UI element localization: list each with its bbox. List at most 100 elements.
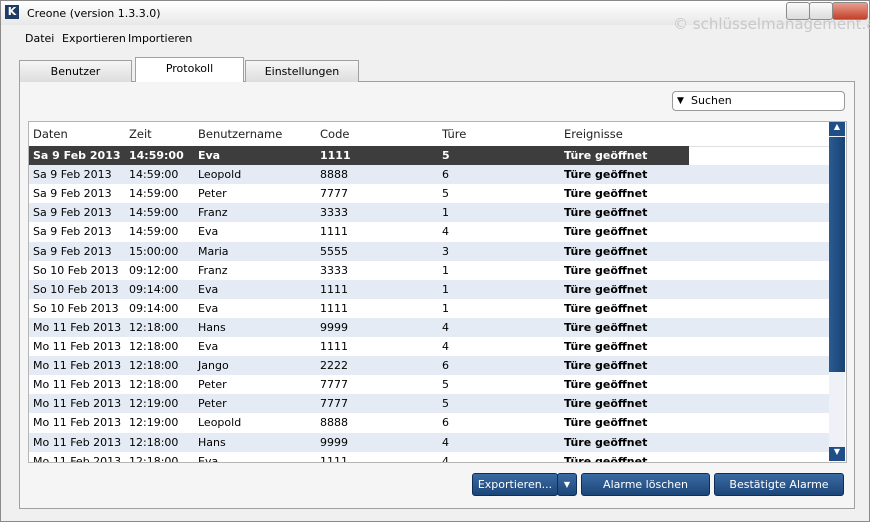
minimize-button[interactable]	[786, 2, 810, 20]
table-cell: 4	[442, 225, 449, 239]
scroll-up[interactable]: ▲	[829, 122, 845, 136]
scroll-down[interactable]: ▼	[829, 447, 845, 461]
table-cell: 09:14:00	[129, 282, 179, 296]
table-row[interactable]: So 10 Feb 2013 09:12:00 Franz 3333 1 Türe geö…	[29, 260, 829, 280]
export-button[interactable]: Exportieren...	[472, 473, 558, 496]
scroll-thumb[interactable]	[829, 137, 845, 372]
table-cell: 4	[442, 320, 449, 334]
table-cell: Türe geöffnet	[564, 359, 648, 373]
export-dropdown[interactable]: ▼	[557, 473, 577, 496]
table-cell: 15:00:00	[129, 244, 179, 258]
column-header: Daten	[33, 127, 68, 141]
table-row[interactable]: Mo 11 Feb 2013 12:18:00 Eva 1111 4 Türe geöff…	[29, 451, 829, 463]
table-cell: 1111	[320, 340, 348, 353]
tab[interactable]: Einstellungen	[245, 60, 359, 82]
table-cell: Türe geöffnet	[564, 244, 648, 258]
search-box[interactable]	[672, 91, 845, 111]
close-button[interactable]	[832, 2, 868, 20]
table-cell: 6	[442, 416, 449, 430]
table-row[interactable]: Sa 9 Feb 2013 14:59:00 Peter 7777 5 Türe geöf…	[29, 184, 829, 204]
table-row[interactable]: So 10 Feb 2013 09:14:00 Eva 1111 1 Türe geöff…	[29, 298, 829, 318]
table-cell: Hans	[198, 320, 226, 334]
table-cell: Türe geöffnet	[564, 320, 648, 334]
table-cell: 7777	[320, 378, 348, 392]
table-cell: Leopold	[198, 168, 242, 182]
table-cell: Sa 9 Feb 2013	[33, 168, 112, 182]
table-cell: 14:59:00	[129, 168, 179, 182]
table-cell: Peter	[198, 397, 227, 411]
clear-alarms-button[interactable]: Alarme löschen	[581, 473, 710, 496]
table-cell: Eva	[198, 454, 219, 463]
table-cell: 1	[442, 301, 449, 315]
tab-active[interactable]: Protokoll	[135, 57, 244, 82]
table-row[interactable]: Sa 9 Feb 2013 15:00:00 Maria 5555 3 Türe geöf…	[29, 241, 829, 261]
table-cell: 12:18:00	[129, 320, 179, 334]
table-cell: 1111	[320, 301, 348, 315]
table-cell: 1111	[320, 282, 348, 296]
table-row[interactable]: Mo 11 Feb 2013 12:18:00 Hans 9999 4 Türe geöf…	[29, 317, 829, 337]
table-cell: 12:18:00	[129, 378, 179, 392]
table-row[interactable]: So 10 Feb 2013 09:14:00 Eva 1111 1 Türe geöff…	[29, 279, 829, 299]
table-cell: 3333	[320, 263, 348, 277]
table-cell: 12:19:00	[129, 416, 179, 430]
table-cell: 3333	[320, 206, 348, 220]
menu-item[interactable]: Importieren	[128, 32, 193, 45]
table-cell: 12:18:00	[129, 454, 179, 463]
table-cell: 14:59:00	[129, 206, 179, 220]
search-placeholder: Suchen	[691, 94, 732, 107]
table-cell: Türe geöffnet	[564, 416, 648, 430]
table-cell: Türe geöffnet	[564, 397, 648, 411]
table-cell: Maria	[198, 244, 229, 258]
table-row[interactable]: Mo 11 Feb 2013 12:19:00 Peter 7777 5 Türe geö…	[29, 394, 829, 414]
table-cell: 6	[442, 168, 449, 182]
table-cell: 1	[442, 263, 449, 277]
app-icon: K	[5, 5, 19, 19]
table-row[interactable]: Sa 9 Feb 2013 14:59:00 Leopold 8888 6 Türe ge…	[29, 165, 829, 185]
table-cell: Franz	[198, 206, 228, 220]
table-row[interactable]: Mo 11 Feb 2013 12:19:00 Leopold 8888 6 Türe g…	[29, 413, 829, 433]
table-cell: Türe geöffnet	[564, 149, 648, 162]
table-cell: Mo 11 Feb 2013	[33, 435, 122, 449]
table-cell: 12:18:00	[129, 340, 179, 353]
tab[interactable]: Benutzer	[19, 60, 132, 82]
table-cell: Mo 11 Feb 2013	[33, 397, 122, 411]
table-cell: Türe geöffnet	[564, 206, 648, 220]
table-row[interactable]: Mo 11 Feb 2013 12:18:00 Eva 1111 4 Türe geöff…	[29, 337, 829, 356]
table-cell: 5	[442, 378, 449, 392]
confirmed-alarms-button[interactable]: Bestätigte Alarme	[714, 473, 844, 496]
table-cell: 5	[442, 397, 449, 411]
selection-highlight	[29, 146, 689, 165]
column-header: Zeit	[129, 127, 152, 141]
table-row[interactable]: Mo 11 Feb 2013 12:18:00 Jango 2222 6 Türe geö…	[29, 356, 829, 376]
table-cell: Türe geöffnet	[564, 301, 648, 315]
menu-item[interactable]: Datei	[25, 32, 55, 45]
table-cell: Mo 11 Feb 2013	[33, 378, 122, 392]
table-cell: 1111	[320, 149, 351, 162]
table-row[interactable]: Mo 11 Feb 2013 12:18:00 Hans 9999 4 Türe geöf…	[29, 432, 829, 452]
maximize-button[interactable]	[809, 2, 833, 20]
table-cell: Mo 11 Feb 2013	[33, 454, 122, 463]
table-cell: 4	[442, 435, 449, 449]
table-cell: Leopold	[198, 416, 242, 430]
table-cell: Türe geöffnet	[564, 168, 648, 182]
table-cell: Eva	[198, 340, 219, 353]
table-row[interactable]: Sa 9 Feb 2013 14:59:00 Eva 1111 4 Türe geöffn…	[29, 222, 829, 242]
log-table: Daten Zeit Benutzername Code Türe Ereignisse S…	[28, 121, 847, 463]
table-cell: 14:59:00	[129, 149, 184, 162]
table-cell: Türe geöffnet	[564, 435, 648, 449]
table-cell: 2222	[320, 359, 348, 373]
table-cell: Sa 9 Feb 2013	[33, 149, 121, 162]
table-cell: 12:18:00	[129, 435, 179, 449]
table-cell: Türe geöffnet	[564, 340, 648, 353]
table-row[interactable]: Mo 11 Feb 2013 12:18:00 Peter 7777 5 Türe geö…	[29, 375, 829, 395]
table-row[interactable]: Sa 9 Feb 2013 14:59:00 Franz 3333 1 Türe geöf…	[29, 203, 829, 223]
selected-row[interactable]: Sa 9 Feb 2013 14:59:00 Eva 1111 5 Türe geöffn…	[29, 146, 829, 165]
table-cell: So 10 Feb 2013	[33, 301, 119, 315]
menu-item[interactable]: Exportieren	[62, 32, 126, 45]
table-cell: 9999	[320, 435, 348, 449]
table-cell: Eva	[198, 282, 219, 296]
table-cell: Türe geöffnet	[564, 454, 648, 463]
title-bar	[1, 1, 869, 25]
table-cell: Mo 11 Feb 2013	[33, 416, 122, 430]
column-header: Benutzername	[198, 127, 283, 141]
